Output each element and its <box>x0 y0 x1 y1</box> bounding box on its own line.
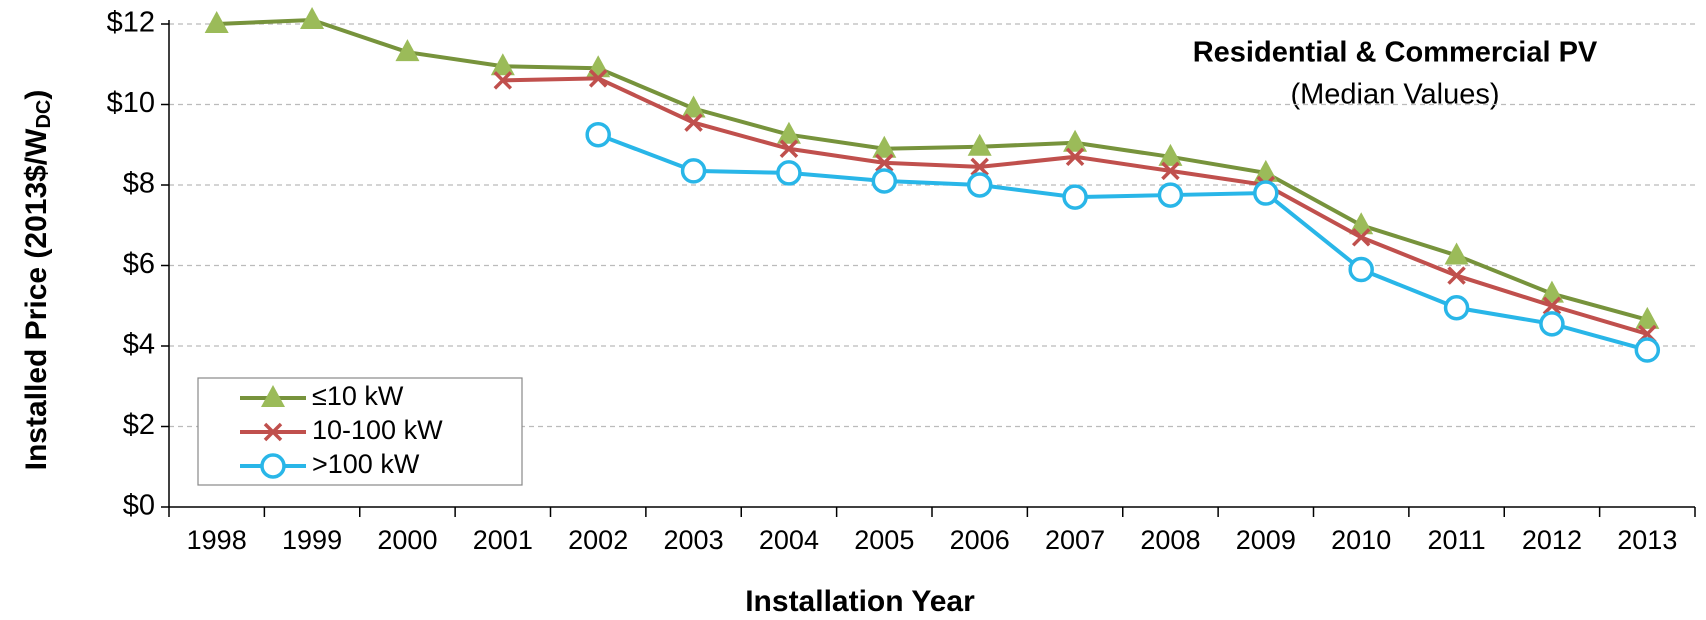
x-tick-label: 2007 <box>1045 525 1105 555</box>
marker <box>1253 180 1279 206</box>
marker <box>588 69 608 88</box>
x-tick-label: 2005 <box>854 525 914 555</box>
marker <box>1542 296 1562 315</box>
marker <box>776 121 801 144</box>
marker <box>970 157 989 177</box>
marker <box>967 133 992 156</box>
y-tick-label: $12 <box>107 7 155 39</box>
series-line <box>597 132 1648 352</box>
y-tick-label: $10 <box>107 87 155 119</box>
marker <box>490 53 515 76</box>
x-tick-label: 2013 <box>1617 525 1677 555</box>
marker <box>1539 280 1564 303</box>
y-axis-label: Installed Price (2013$/WDC) <box>20 90 55 471</box>
y-axis-label-end: ) <box>20 90 53 100</box>
marker <box>1253 159 1278 182</box>
y-axis-label-sub: DC <box>33 100 55 129</box>
x-tick-label: 2012 <box>1522 525 1582 555</box>
y-tick-label: $2 <box>123 409 155 441</box>
x-tick-label: 2006 <box>950 525 1010 555</box>
marker <box>585 121 611 148</box>
marker <box>681 95 706 118</box>
x-tick-label: 1999 <box>282 525 342 555</box>
marker <box>1349 212 1374 235</box>
marker <box>871 168 898 194</box>
marker <box>260 453 286 479</box>
marker <box>1065 147 1085 167</box>
y-tick-label: $0 <box>123 490 155 522</box>
x-tick-label: 2002 <box>568 525 628 555</box>
x-tick-label: 2011 <box>1428 525 1486 555</box>
marker <box>1348 256 1374 283</box>
series-line <box>216 17 1648 322</box>
marker <box>1443 295 1470 321</box>
marker <box>1063 129 1088 152</box>
chart-title: Residential & Commercial PV <box>1193 37 1598 69</box>
marker <box>1351 228 1371 247</box>
marker <box>1161 161 1180 181</box>
marker <box>1447 266 1466 285</box>
marker <box>204 11 229 33</box>
y-axis-label-main: Installed Price (2013$/W <box>20 128 53 471</box>
marker <box>1634 337 1661 363</box>
legend-label: ≤10 kW <box>312 381 404 411</box>
y-tick-label: $6 <box>123 248 155 280</box>
marker <box>872 135 897 158</box>
chart-subtitle: (Median Values) <box>1290 79 1499 111</box>
x-tick-label: 2004 <box>759 525 819 555</box>
marker <box>263 422 283 442</box>
marker <box>875 153 894 173</box>
marker <box>776 160 802 186</box>
y-tick-label: $4 <box>123 329 155 361</box>
marker <box>1157 182 1184 208</box>
x-tick-label: 2010 <box>1331 525 1391 555</box>
marker <box>261 385 285 407</box>
marker <box>1539 311 1565 337</box>
x-tick-label: 1998 <box>187 525 247 555</box>
marker <box>779 139 799 159</box>
legend-label: 10-100 kW <box>312 415 443 445</box>
marker <box>1444 242 1469 265</box>
x-tick-label: 2008 <box>1140 525 1200 555</box>
marker <box>966 172 993 198</box>
marker <box>300 6 325 29</box>
marker <box>1062 184 1088 210</box>
y-tick-label: $8 <box>123 168 155 200</box>
x-tick-label: 2009 <box>1236 525 1296 555</box>
marker <box>680 158 707 184</box>
marker <box>1158 143 1183 166</box>
marker <box>395 39 420 62</box>
x-tick-label: 2001 <box>473 525 533 555</box>
marker <box>684 113 703 132</box>
x-axis-label: Installation Year <box>745 585 975 618</box>
x-tick-label: 2003 <box>664 525 724 555</box>
marker <box>1635 306 1660 329</box>
x-tick-label: 2000 <box>377 525 437 555</box>
legend-label: >100 kW <box>312 449 420 479</box>
marker <box>493 71 513 90</box>
